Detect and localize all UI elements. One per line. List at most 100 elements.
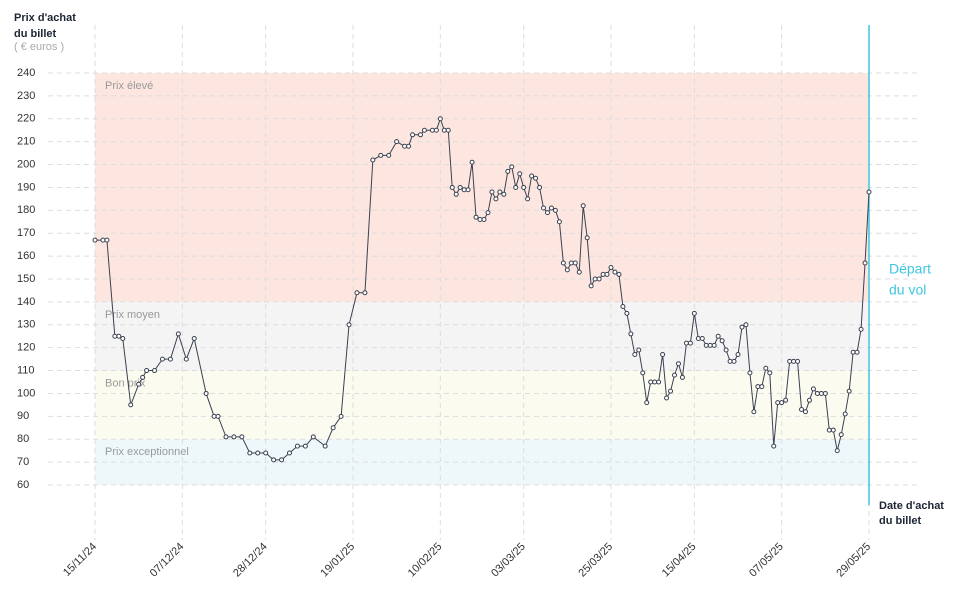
price-point [294, 443, 300, 449]
price-point [279, 457, 285, 463]
price-point [406, 143, 412, 149]
y-tick-label: 140 [17, 296, 35, 308]
price-point [838, 432, 844, 438]
price-point [140, 374, 146, 380]
price-point [735, 352, 741, 358]
price-point [481, 216, 487, 222]
price-point [485, 210, 491, 216]
price-point [338, 413, 344, 419]
price-point [743, 322, 749, 328]
price-point [322, 443, 328, 449]
price-point [457, 184, 463, 190]
price-point [152, 368, 158, 374]
y-axis-title: du billet [14, 28, 57, 40]
price-point [231, 434, 237, 440]
price-point [441, 127, 447, 133]
price-point [791, 358, 797, 364]
price-point [493, 196, 499, 202]
price-point [707, 342, 713, 348]
band-label: Prix exceptionnel [105, 446, 189, 458]
price-point [834, 448, 840, 454]
y-tick-label: 170 [17, 227, 35, 239]
price-point [699, 336, 705, 342]
price-point [656, 379, 662, 385]
x-axis-title: Date d'achat [879, 500, 944, 512]
price-point [421, 127, 427, 133]
price-point [159, 356, 165, 362]
price-point [747, 370, 753, 376]
price-point [330, 425, 336, 431]
x-tick-label: 29/05/25 [834, 541, 873, 580]
price-point [386, 152, 392, 158]
price-point [560, 260, 566, 266]
price-point [461, 187, 467, 193]
price-point [489, 189, 495, 195]
price-point [104, 237, 110, 243]
price-point [862, 260, 868, 266]
price-point [112, 333, 118, 339]
x-axis-title: du billet [879, 515, 922, 527]
price-point [588, 283, 594, 289]
price-point [830, 427, 836, 433]
price-point [727, 358, 733, 364]
price-point [664, 395, 670, 401]
price-point [120, 336, 126, 342]
price-point [271, 457, 277, 463]
price-point [763, 365, 769, 371]
price-point [636, 347, 642, 353]
x-tick-label: 10/02/25 [406, 541, 445, 580]
x-tick-label: 07/12/24 [148, 541, 187, 580]
price-point [402, 143, 408, 149]
price-point [509, 164, 515, 170]
price-point [644, 400, 650, 406]
price-point [541, 205, 547, 211]
y-tick-label: 180 [17, 204, 35, 216]
price-point [842, 411, 848, 417]
price-point [759, 384, 765, 390]
price-point [529, 173, 535, 179]
price-point [608, 265, 614, 271]
price-point [620, 303, 626, 309]
price-point [556, 219, 562, 225]
price-point [473, 214, 479, 220]
price-point [525, 196, 531, 202]
price-point [660, 352, 666, 358]
y-tick-label: 160 [17, 250, 35, 262]
price-point [191, 336, 197, 342]
price-point [537, 184, 543, 190]
price-point [116, 333, 122, 339]
price-point [453, 191, 459, 197]
band-label: Bon prix [105, 377, 146, 389]
price-point [239, 434, 245, 440]
price-point [739, 324, 745, 330]
price-point [683, 340, 689, 346]
price-point [128, 402, 134, 408]
y-tick-label: 200 [17, 158, 35, 170]
x-tick-label: 03/03/25 [489, 541, 528, 580]
price-point [719, 338, 725, 344]
price-point [517, 171, 523, 177]
price-point [433, 127, 439, 133]
price-point [703, 342, 709, 348]
price-point [501, 191, 507, 197]
price-band [95, 301, 869, 371]
y-axis-unit: ( € euros ) [14, 41, 64, 53]
y-tick-label: 190 [17, 181, 35, 193]
price-point [628, 331, 634, 337]
price-point [437, 116, 443, 122]
departure-label: Départ [889, 261, 931, 277]
price-point [596, 276, 602, 282]
price-point [429, 127, 435, 133]
price-point [263, 450, 269, 456]
y-tick-label: 130 [17, 319, 35, 331]
price-point [755, 384, 761, 390]
departure-label: du vol [889, 282, 926, 298]
price-point [648, 379, 654, 385]
price-point [826, 427, 832, 433]
price-point [779, 400, 785, 406]
price-point [215, 413, 221, 419]
price-point [378, 152, 384, 158]
price-point [469, 159, 475, 165]
y-tick-label: 120 [17, 342, 35, 354]
